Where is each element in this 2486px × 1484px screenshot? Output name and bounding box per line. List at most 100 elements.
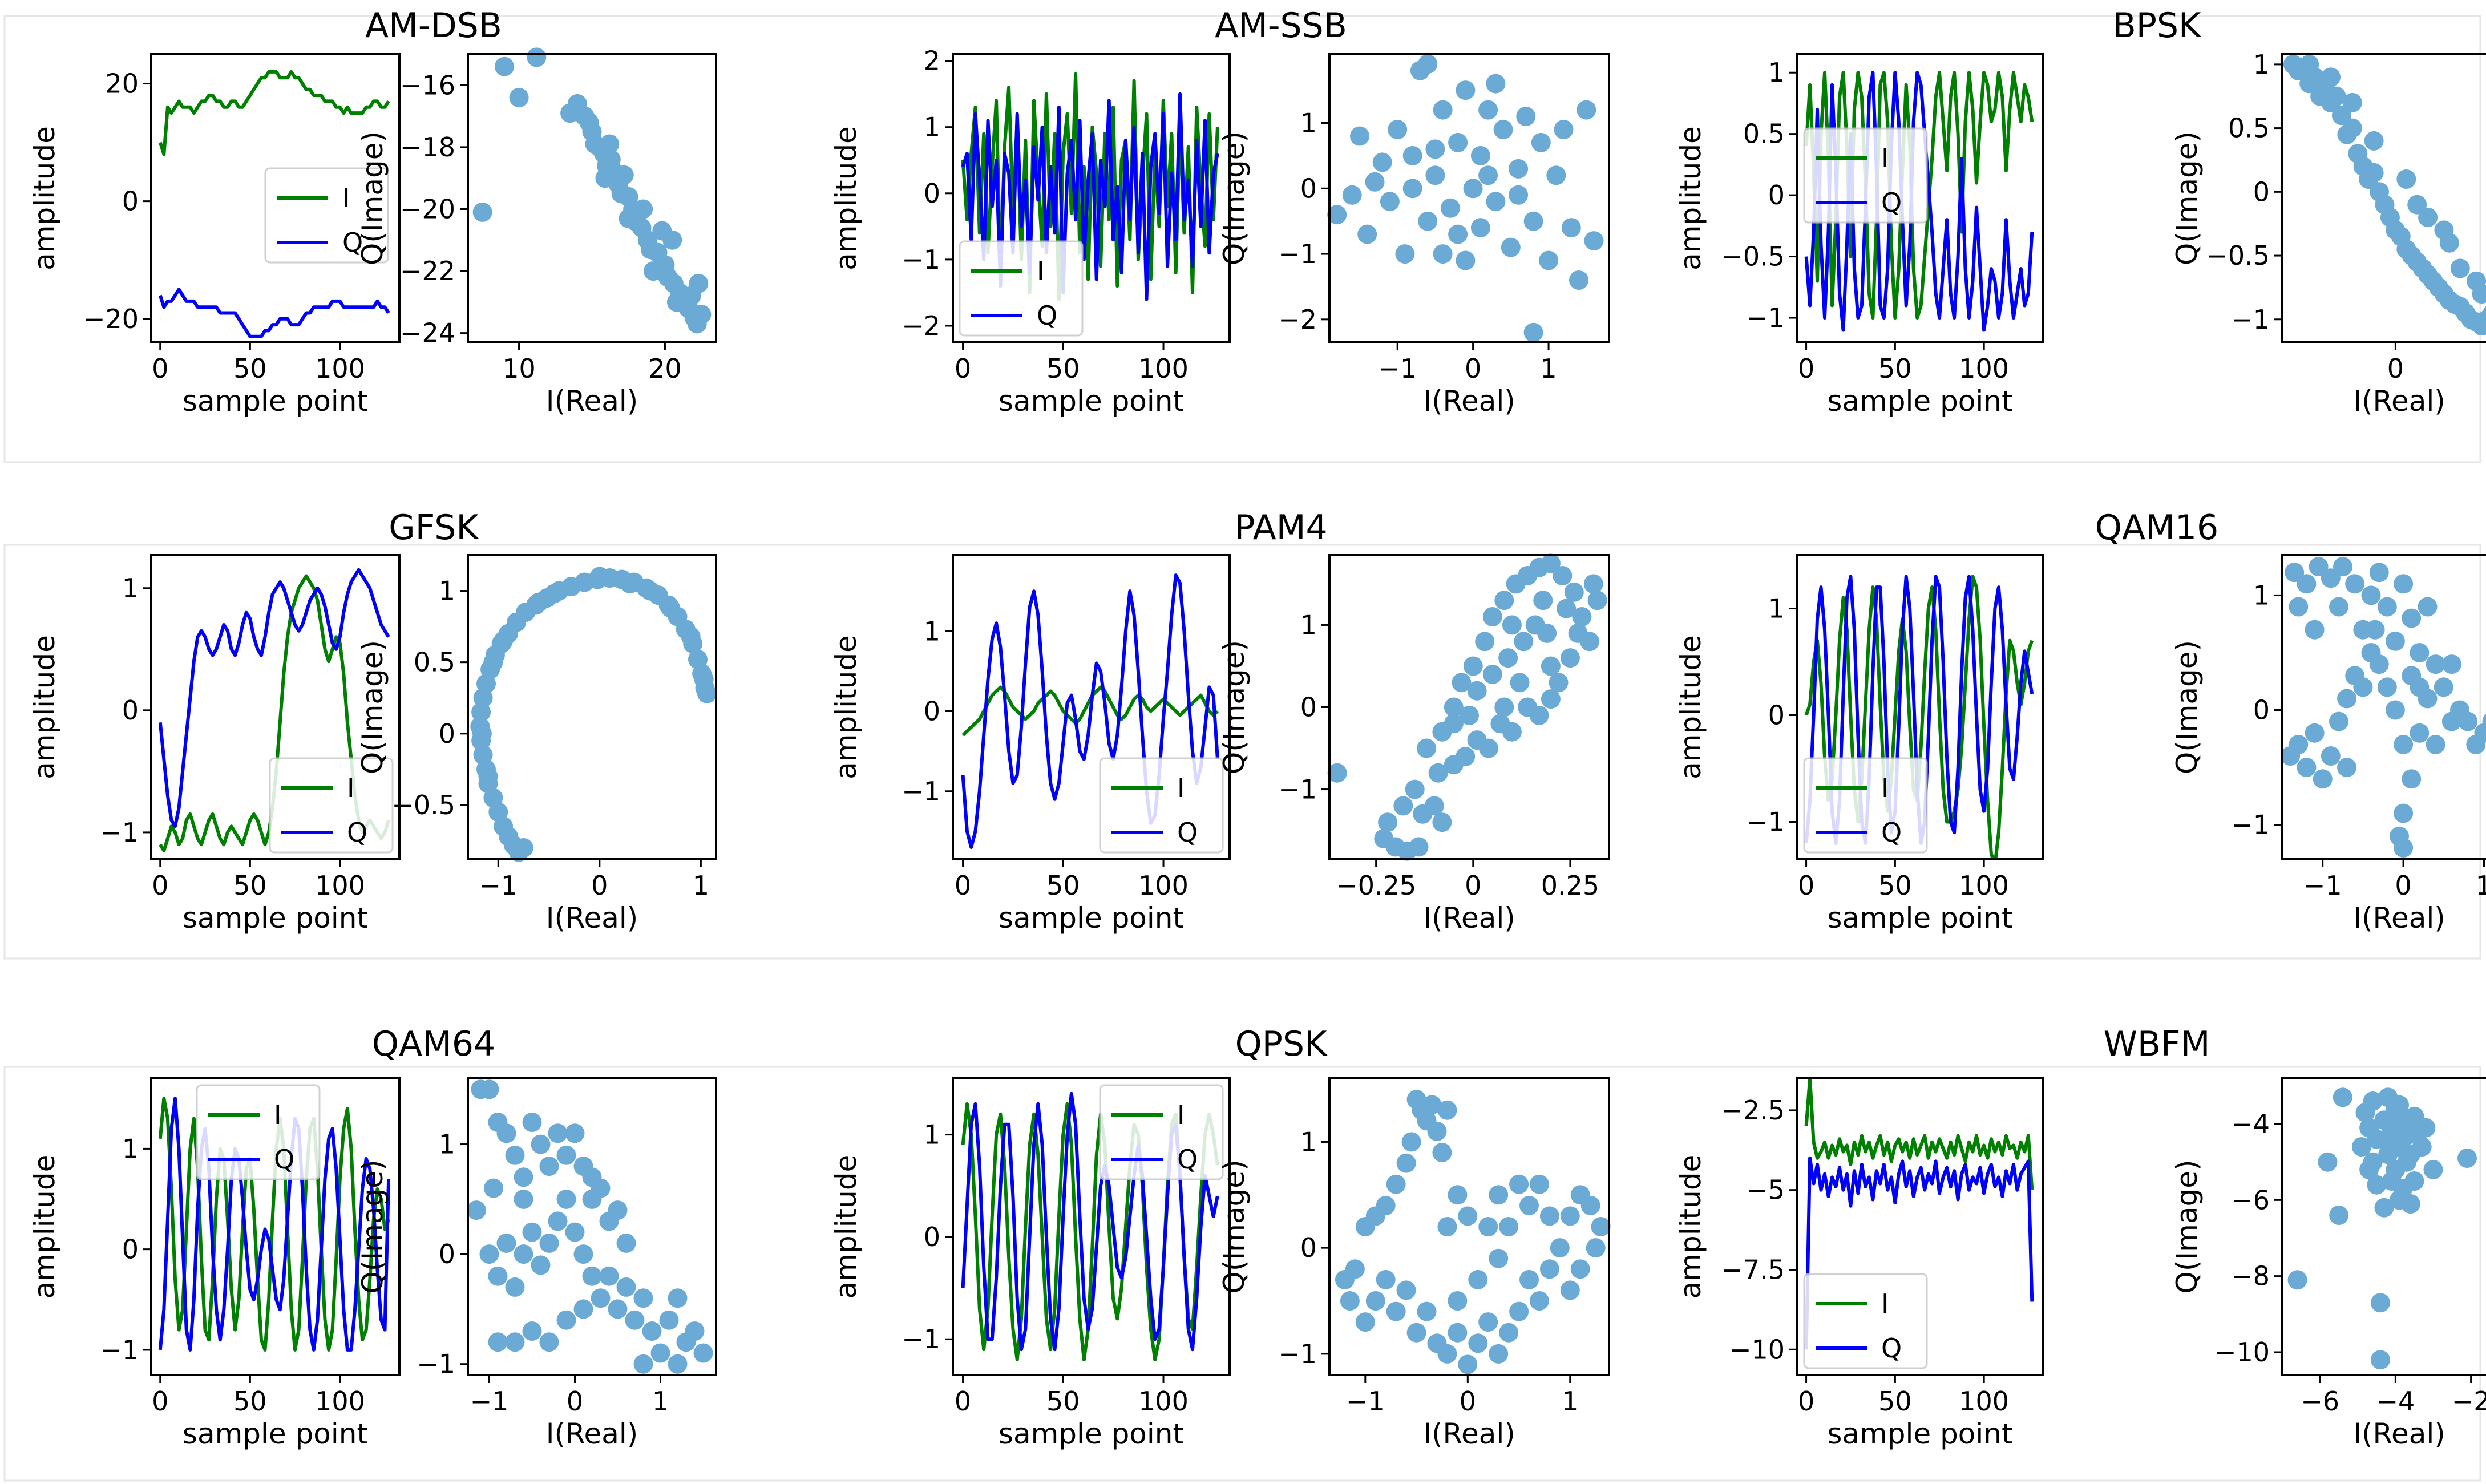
scatter-point (640, 581, 660, 601)
legend: IQ (1803, 127, 1928, 224)
y-tick-label: −22 (400, 256, 455, 286)
scatter-point (1418, 54, 1438, 74)
legend-label-i: I (1177, 1099, 1185, 1130)
scatter-point (1509, 185, 1529, 205)
x-tick-label: 50 (1046, 353, 1080, 384)
scatter-point (522, 1321, 542, 1341)
scatter-point (2377, 677, 2397, 697)
scatter-point (2329, 1206, 2349, 1225)
axes-frame (467, 554, 717, 860)
scatter-point (1478, 1217, 1498, 1236)
scatter-point (2305, 723, 2325, 743)
x-tick-label: 50 (1046, 1386, 1080, 1417)
legend-box (196, 1084, 321, 1180)
chart-constellation-panel-3: −1 0 1 −2 −1 0 1 I(Real) Q(Image) (1218, 53, 1610, 418)
y-axis-label: Q(Image) (2170, 131, 2204, 265)
scatter-point (1501, 237, 1521, 257)
legend-label-q: Q (1177, 1144, 1198, 1175)
scatter-point (582, 1167, 602, 1187)
y-tick-label: −1 (100, 1335, 139, 1365)
legend-box (264, 167, 389, 264)
x-axis-label: I(Real) (546, 901, 638, 935)
y-tick-label: 0.5 (414, 647, 455, 678)
scatter-point (599, 1266, 619, 1286)
x-tick-label: 0 (1798, 870, 1814, 901)
axes-frame (2281, 1077, 2486, 1376)
scatter-point (1519, 1269, 1539, 1289)
y-tick-label: −1 (1746, 302, 1785, 333)
scatter-point (644, 261, 663, 281)
scatter-point (642, 1321, 662, 1341)
scatter-point (1406, 1323, 1426, 1343)
legend-label-i: I (1881, 1288, 1889, 1319)
y-tick-label: 2 (924, 46, 940, 76)
legend-box (1803, 1273, 1928, 1369)
scatter-point (1437, 1100, 1457, 1120)
axes-frame (150, 53, 401, 343)
scatter-point (2418, 208, 2438, 227)
scatter-point (494, 631, 514, 651)
scatter-point (1529, 1174, 1549, 1194)
scatter-point (2394, 574, 2414, 594)
scatter-point (565, 1222, 585, 1242)
scatter-point (595, 168, 615, 188)
scatter-point (529, 592, 549, 612)
y-tick-label: 0 (122, 1234, 139, 1265)
x-axis-label: sample point (183, 1417, 368, 1450)
scatter-point (1489, 1248, 1509, 1268)
scatter-point (1458, 1354, 1478, 1374)
scatter-point (539, 1157, 559, 1176)
x-tick-label: 100 (1959, 870, 2009, 901)
scatter-point (1546, 165, 1566, 185)
legend-label-q: Q (1177, 817, 1198, 848)
scatter-point (496, 1123, 516, 1143)
scatter-point (539, 1332, 559, 1352)
y-tick-label: 0 (924, 1222, 940, 1252)
legend-label-q: Q (347, 817, 367, 848)
y-axis-label: amplitude (1674, 1155, 1707, 1299)
scatter-point (1560, 648, 1580, 668)
scatter-point (514, 838, 533, 858)
y-axis-label: Q(Image) (356, 1160, 389, 1294)
pam4-timeseries-panel-8: PAM4 0 50 100 −1 0 1 sample point amplitude IQ (830, 508, 1328, 935)
y-axis-label: Q(Image) (2170, 640, 2204, 774)
scatter-point (1514, 632, 1534, 652)
x-tick-label: 0 (591, 870, 608, 901)
scatter-point (565, 1123, 585, 1143)
scatter-point (659, 1310, 679, 1330)
scatter-point (625, 1310, 645, 1330)
scatter-point (1486, 74, 1506, 94)
x-tick-label: 1 (693, 870, 709, 901)
x-tick-label: 0 (152, 353, 168, 384)
x-tick-label: −1 (1346, 1386, 1385, 1417)
chart-title: BPSK (2113, 6, 2202, 46)
scatter-point (514, 1167, 533, 1187)
legend: IQ (1803, 1273, 1928, 1369)
scatter-point (2342, 118, 2362, 138)
y-tick-label: −7.5 (1721, 1254, 1785, 1285)
y-tick-label: 0 (439, 718, 455, 749)
scatter-point (2404, 1171, 2424, 1191)
x-tick-label: −1 (1378, 353, 1417, 384)
y-tick-label: 1 (2253, 49, 2270, 80)
x-tick-label: 1 (1562, 1386, 1578, 1417)
y-tick-label: 0 (122, 695, 139, 726)
scatter-point (505, 1332, 525, 1352)
scatter-point (2407, 195, 2427, 215)
x-tick-label: −4 (2376, 1386, 2415, 1417)
y-tick-label: 1 (1768, 593, 1785, 624)
y-tick-label: −16 (400, 70, 455, 100)
x-tick-label: −2 (2452, 1386, 2486, 1417)
scatter-point (2326, 86, 2346, 106)
scatter-point (2353, 677, 2373, 697)
axes-frame (1796, 554, 2044, 860)
scatter-point (2394, 803, 2414, 823)
x-axis-label: sample point (1827, 901, 2012, 935)
scatter-point (1418, 211, 1438, 231)
axes-frame (150, 1077, 401, 1376)
scatter-point (1490, 714, 1510, 734)
x-tick-label: −1 (479, 870, 518, 901)
scatter-point (1355, 1217, 1375, 1236)
scatter-point (1458, 1206, 1478, 1226)
y-tick-label: −5 (1746, 1175, 1785, 1206)
